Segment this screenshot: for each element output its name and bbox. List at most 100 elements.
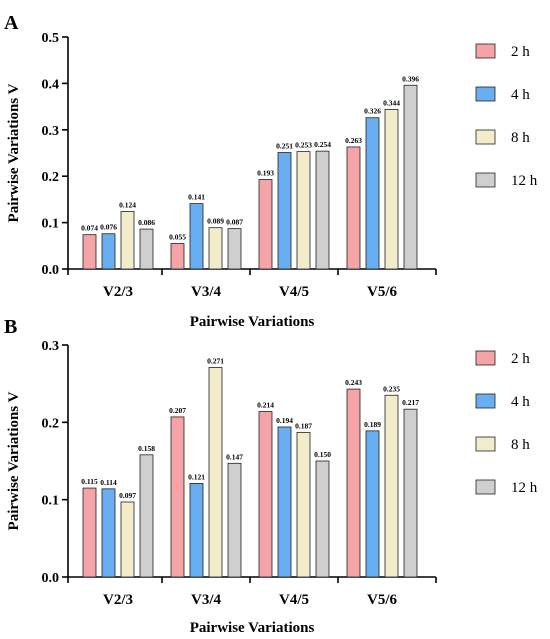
y-tick-label: 0.3 [42, 124, 60, 139]
x-category-label: V5/6 [367, 592, 398, 608]
bar [227, 462, 242, 578]
bar [346, 388, 361, 578]
legend-label: 8 h [511, 130, 530, 146]
bar [403, 84, 418, 270]
data-label: 0.124 [119, 200, 136, 209]
y-tick-label: 0.3 [42, 339, 60, 354]
chart-panel-b: B 0.0 0.1 0.2 0.3 V2/3 V3/4 V4/5 V5/6 0.115 0.207 0… [4, 316, 538, 636]
legend-swatch [475, 172, 496, 188]
data-label: 0.114 [100, 478, 117, 487]
x-axis-title: Pairwise Variations [190, 620, 315, 636]
legend-label: 12 h [511, 173, 538, 189]
legend-swatch [475, 479, 496, 495]
data-label: 0.150 [314, 450, 331, 459]
legend-label: 2 h [511, 351, 530, 367]
data-label: 0.147 [226, 452, 243, 461]
data-label: 0.254 [314, 140, 331, 149]
bar [139, 454, 154, 578]
bar [82, 234, 97, 270]
bar [384, 394, 399, 578]
data-label: 0.089 [207, 217, 224, 226]
legend-swatch [475, 43, 496, 59]
bar [403, 408, 418, 578]
data-label: 0.055 [169, 232, 186, 241]
bar [170, 416, 185, 578]
x-category-label: V3/4 [191, 284, 222, 300]
x-category-label: V2/3 [103, 592, 133, 608]
y-axis-title: Pairwise Variations V [6, 391, 22, 530]
data-label: 0.074 [81, 224, 98, 233]
y-tick-label: 0.2 [42, 416, 60, 431]
data-label: 0.194 [276, 416, 293, 425]
panel-letter: B [4, 316, 17, 338]
x-category-label: V5/6 [367, 284, 398, 300]
bar [208, 227, 223, 270]
legend-label: 2 h [511, 44, 530, 60]
bar [315, 460, 330, 578]
bar [365, 430, 380, 578]
legend-label: 12 h [511, 480, 538, 496]
data-label: 0.087 [226, 218, 243, 227]
panel-letter: A [4, 12, 19, 34]
bar [258, 179, 273, 270]
bar [170, 243, 185, 270]
data-label: 0.187 [295, 421, 312, 430]
data-label: 0.076 [100, 223, 117, 232]
y-tick-label: 0.0 [42, 571, 60, 586]
legend-swatch [475, 393, 496, 409]
data-label: 0.214 [257, 401, 274, 410]
y-tick-label: 0.1 [42, 217, 60, 232]
data-label: 0.193 [257, 168, 274, 177]
legend-label: 4 h [511, 394, 530, 410]
legend-label: 4 h [511, 87, 530, 103]
data-label: 0.121 [188, 472, 205, 481]
y-tick-label: 0.0 [42, 263, 60, 278]
bar [189, 483, 204, 578]
bar [277, 152, 292, 270]
y-tick-label: 0.2 [42, 170, 60, 185]
data-label: 0.141 [188, 193, 205, 202]
x-category-label: V4/5 [279, 592, 309, 608]
legend-label: 8 h [511, 437, 530, 453]
data-label: 0.086 [138, 218, 155, 227]
legend: 2 h 4 h 8 h 12 h [475, 43, 538, 189]
bar [120, 211, 135, 270]
data-label: 0.263 [345, 136, 362, 145]
y-tick-label: 0.4 [42, 77, 60, 92]
data-label: 0.253 [295, 141, 312, 150]
bar [82, 487, 97, 578]
bar [315, 150, 330, 270]
bar [101, 233, 116, 270]
chart-panel-a: A 0.0 0.1 0.2 0.3 0.4 0.5 V2/3 V3/4 V4/5 V5/6 0.074… [4, 12, 538, 330]
bar [296, 431, 311, 578]
bar [101, 488, 116, 578]
bar [296, 151, 311, 270]
data-label: 0.344 [383, 98, 400, 107]
bar [277, 426, 292, 578]
x-category-label: V4/5 [279, 284, 309, 300]
data-label: 0.251 [276, 142, 293, 151]
x-category-label: V2/3 [103, 284, 133, 300]
data-label: 0.097 [119, 491, 136, 500]
y-axis-title: Pairwise Variations V [6, 83, 22, 222]
data-label: 0.158 [138, 444, 155, 453]
bar [189, 203, 204, 270]
bar [384, 108, 399, 270]
data-label: 0.189 [364, 420, 381, 429]
data-label: 0.396 [402, 74, 419, 83]
x-axis-title: Pairwise Variations [190, 314, 315, 330]
legend-swatch [475, 129, 496, 145]
data-label: 0.326 [364, 107, 381, 116]
bar [139, 228, 154, 270]
legend-swatch [475, 350, 496, 366]
data-label: 0.207 [169, 406, 186, 415]
bar [208, 367, 223, 578]
y-tick-label: 0.5 [42, 31, 60, 46]
bar [120, 501, 135, 578]
bar [365, 117, 380, 270]
x-category-label: V3/4 [191, 592, 222, 608]
data-label: 0.271 [207, 356, 224, 365]
legend-swatch [475, 436, 496, 452]
data-label: 0.243 [345, 378, 362, 387]
